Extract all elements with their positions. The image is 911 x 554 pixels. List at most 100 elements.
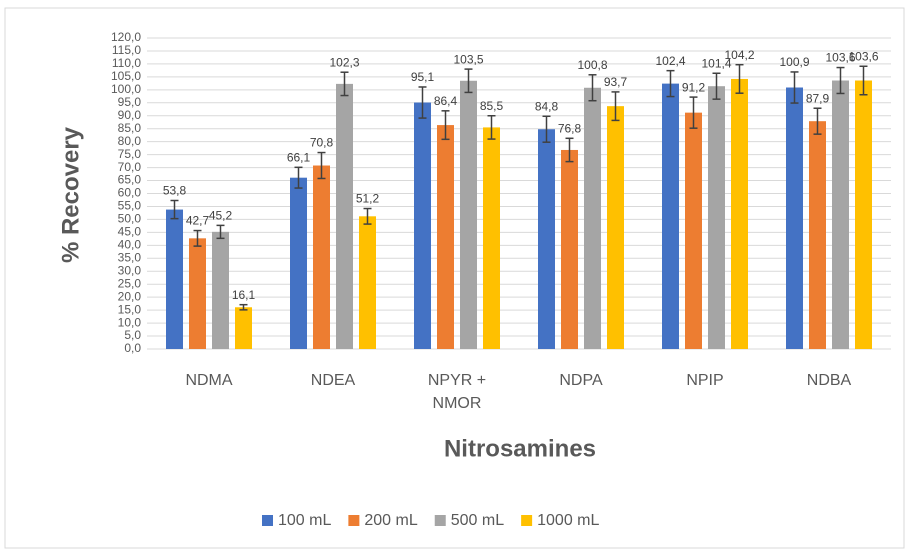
error-bar (340, 71, 349, 97)
data-label: 91,2 (682, 80, 706, 94)
bar (607, 106, 624, 350)
y-tick-label: 90,0 (118, 108, 142, 122)
legend-swatch (434, 515, 446, 526)
data-label: 102,4 (655, 54, 685, 68)
error-bar (836, 66, 845, 95)
data-label: 84,8 (535, 99, 559, 113)
bar (336, 83, 353, 349)
error-bar (464, 68, 473, 94)
data-label: 51,2 (356, 192, 380, 206)
x-axis-title: Nitrosamines (444, 435, 596, 462)
error-bar (611, 91, 620, 122)
error-bar (712, 72, 721, 100)
data-label: 103,6 (848, 49, 878, 63)
bar (359, 216, 376, 349)
legend-swatch (262, 515, 273, 526)
x-tick-label: NPYR + NMOR (427, 372, 487, 412)
error-bar (294, 166, 303, 189)
error-bar (441, 110, 450, 141)
data-label: 103,5 (453, 52, 483, 66)
legend-swatch (521, 515, 533, 526)
y-tick-label: 85,0 (118, 121, 142, 135)
data-label: 93,7 (604, 75, 628, 89)
bar (437, 125, 454, 349)
x-tick-label: NDEA (310, 372, 356, 389)
legend-label: 500 mL (451, 512, 504, 529)
data-label: 95,1 (411, 70, 435, 84)
error-bar (813, 107, 822, 135)
bar (832, 80, 849, 350)
bar (662, 83, 679, 349)
data-label: 86,4 (434, 94, 458, 108)
y-tick-label: 55,0 (118, 199, 142, 213)
error-bar (363, 207, 372, 225)
error-bar (790, 71, 799, 104)
bar (786, 87, 803, 350)
data-label: 101,4 (701, 56, 731, 70)
bar (313, 165, 330, 349)
y-tick-label: 120,0 (111, 30, 141, 44)
y-tick-label: 40,0 (118, 238, 142, 252)
y-tick-label: 105,0 (111, 69, 141, 83)
data-label: 42,7 (186, 214, 210, 228)
data-label: 103,6 (825, 51, 855, 65)
y-tick-label: 100,0 (111, 82, 141, 96)
bar (483, 127, 500, 349)
x-tick-label: NDMA (185, 372, 233, 389)
error-bar (689, 96, 698, 129)
y-axis-title: % Recovery (57, 126, 84, 263)
y-tick-label: 30,0 (118, 263, 142, 277)
data-label: 70,8 (310, 136, 334, 150)
data-label: 53,8 (163, 184, 187, 198)
error-bar (565, 137, 574, 163)
chart-border (4, 7, 905, 549)
y-tick-label: 70,0 (118, 160, 142, 174)
error-bar (418, 86, 427, 119)
data-label: 87,9 (806, 91, 830, 105)
error-bar (735, 63, 744, 94)
x-tick-label: NDPA (559, 372, 603, 389)
data-label: 45,2 (209, 209, 233, 223)
error-bar (666, 69, 675, 98)
y-tick-label: 65,0 (118, 173, 142, 187)
bar (460, 80, 477, 349)
data-label: 85,5 (480, 99, 504, 113)
error-bar (542, 115, 551, 143)
error-bar (487, 115, 496, 140)
legend-label: 1000 mL (537, 512, 599, 529)
y-tick-label: 35,0 (118, 250, 142, 264)
error-bar (193, 229, 202, 247)
y-tick-label: 15,0 (118, 302, 142, 316)
data-label: 102,3 (329, 55, 359, 69)
error-bar (216, 224, 225, 240)
y-tick-label: 95,0 (118, 95, 142, 109)
data-label: 16,1 (232, 288, 256, 302)
legend-swatch (348, 515, 360, 526)
error-bar (317, 151, 326, 180)
x-tick-label: NPIP (686, 372, 724, 389)
data-label: 76,8 (558, 121, 582, 135)
bar (561, 149, 578, 349)
data-label: 104,2 (724, 48, 754, 62)
legend-label: 200 mL (364, 512, 417, 529)
y-tick-label: 10,0 (118, 315, 142, 329)
y-tick-label: 45,0 (118, 225, 142, 239)
bar (166, 209, 183, 349)
x-tick-label: NDBA (806, 372, 852, 389)
bar (685, 112, 702, 349)
y-tick-label: 50,0 (118, 212, 142, 226)
error-bar (588, 74, 597, 102)
bar (212, 231, 229, 349)
y-tick-label: 5,0 (124, 328, 141, 342)
error-bar (239, 303, 248, 311)
y-tick-label: 0,0 (124, 341, 141, 355)
y-tick-label: 20,0 (118, 289, 142, 303)
data-label: 100,9 (779, 55, 809, 69)
error-bar (170, 199, 179, 220)
legend-label: 100 mL (278, 512, 331, 529)
y-tick-label: 115,0 (112, 43, 141, 57)
bar (584, 87, 601, 349)
bar (235, 307, 252, 349)
